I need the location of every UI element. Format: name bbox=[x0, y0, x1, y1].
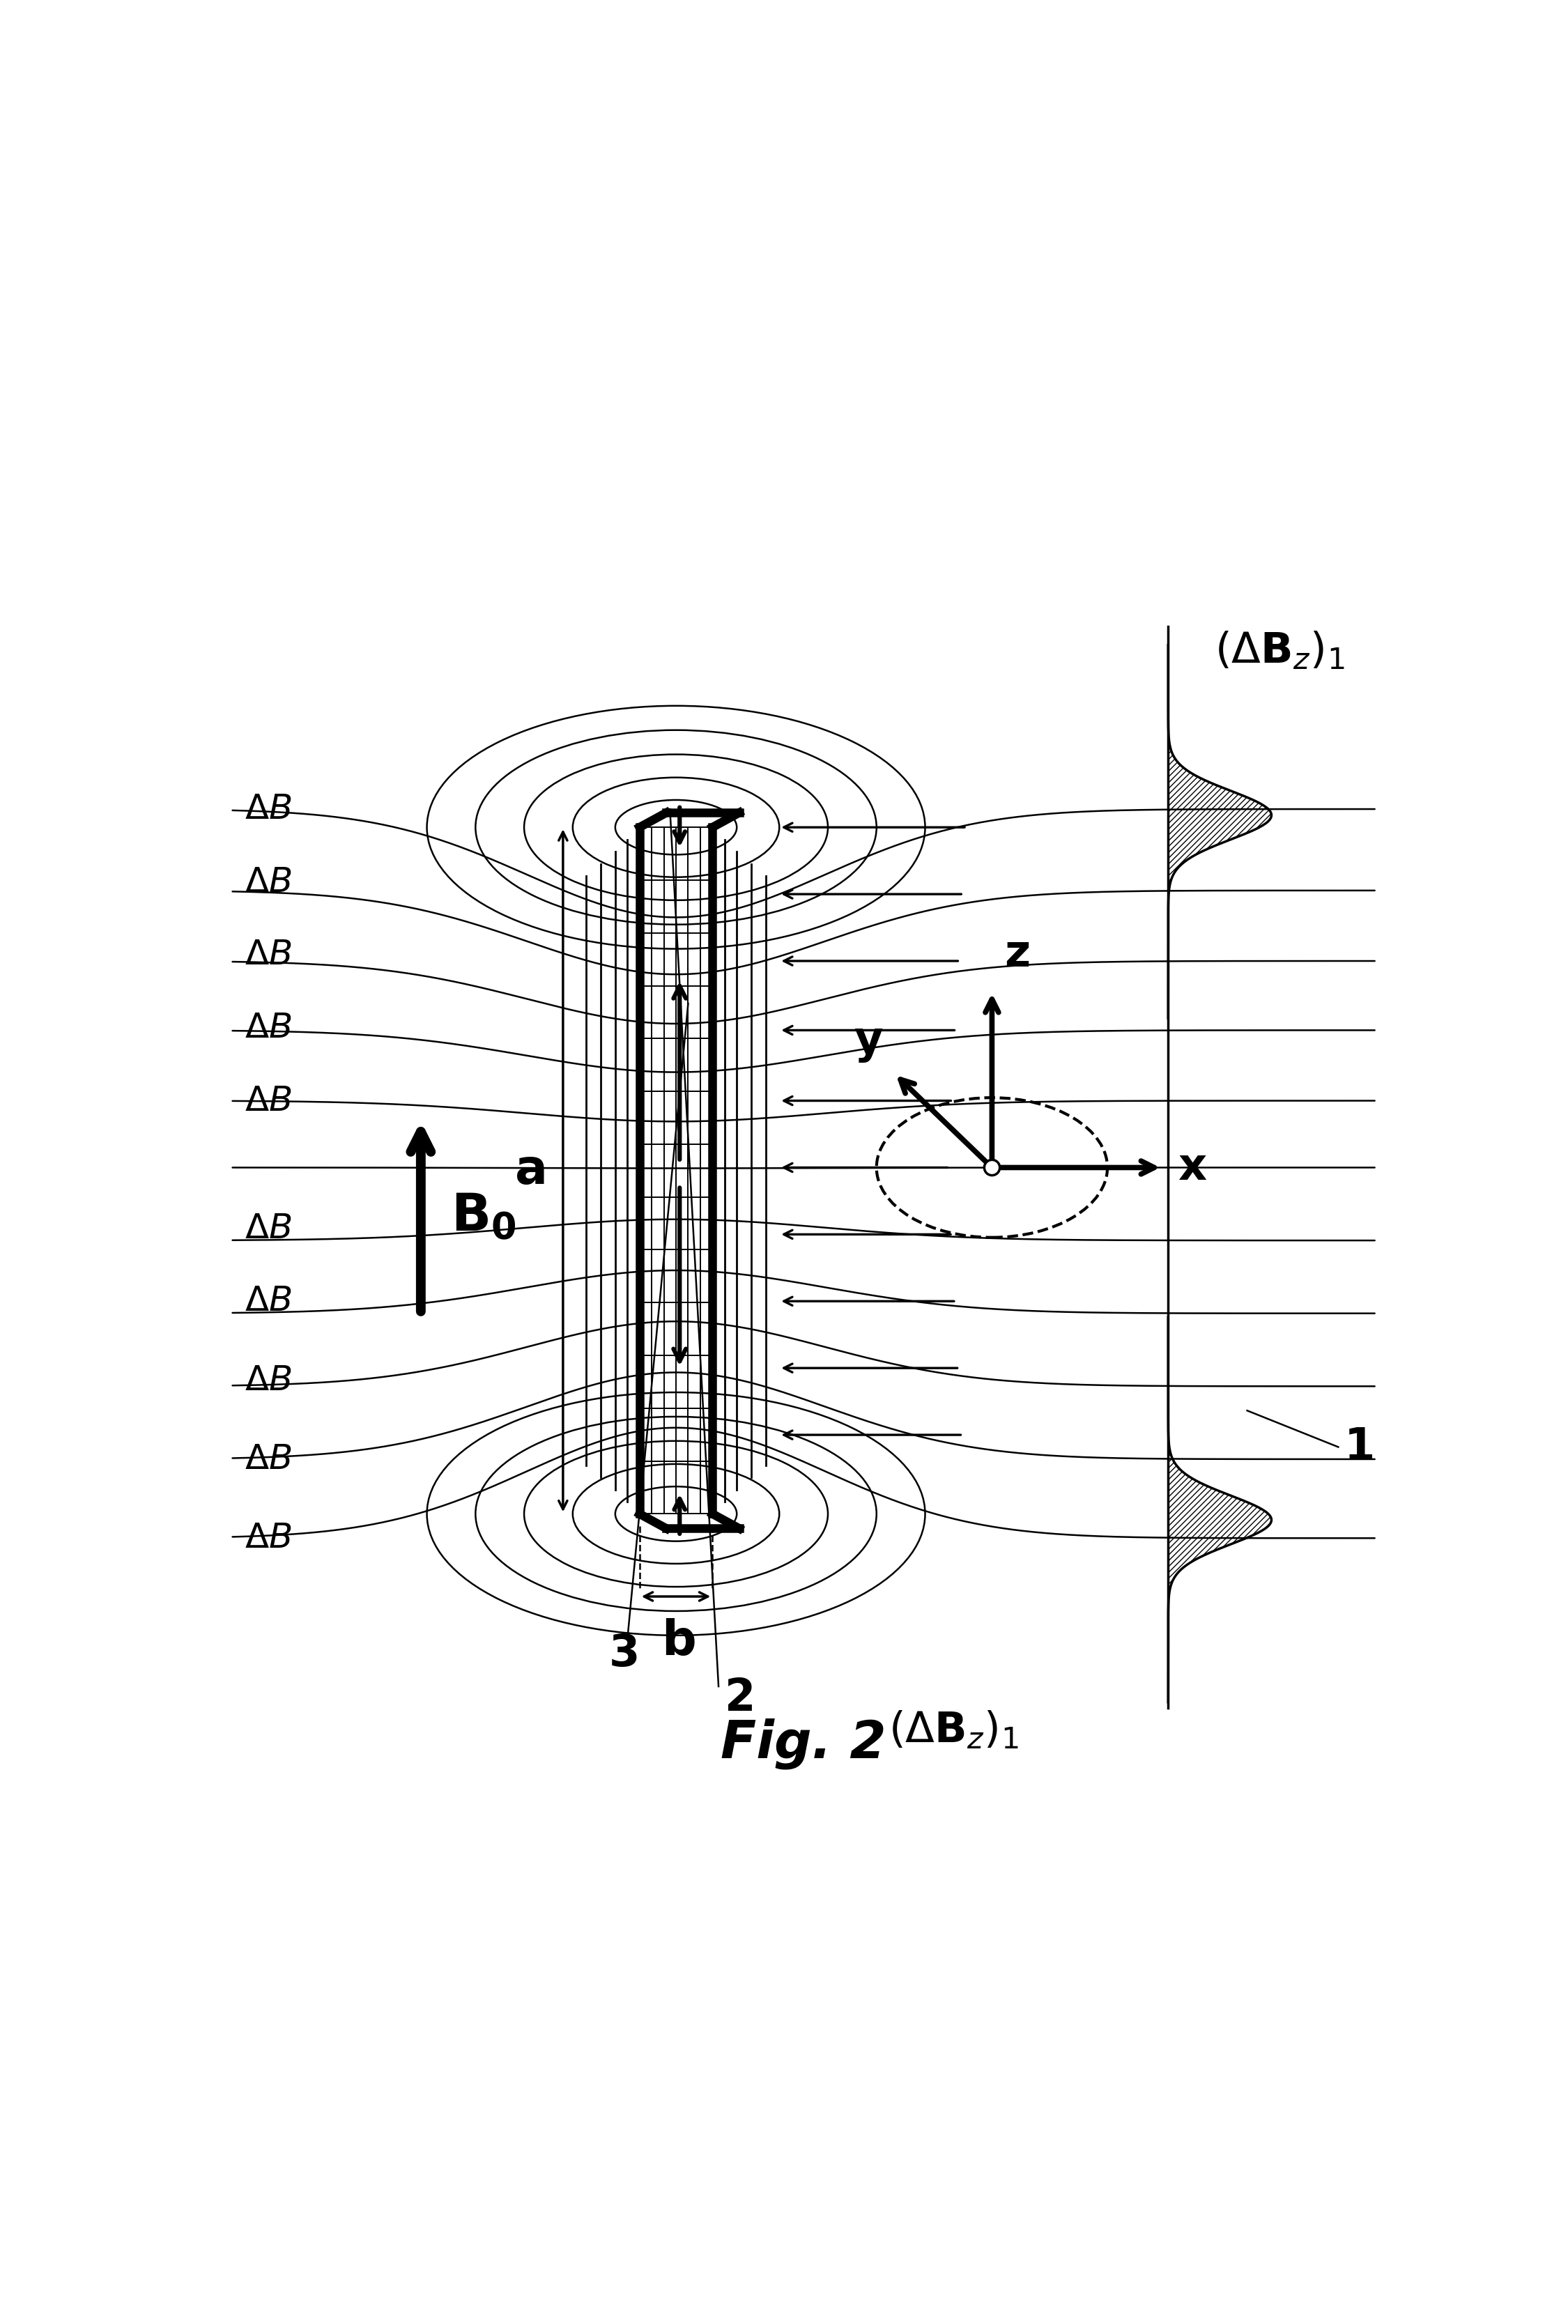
Text: $\Delta B$: $\Delta B$ bbox=[245, 1211, 292, 1246]
Text: $\Delta B$: $\Delta B$ bbox=[245, 792, 292, 825]
Text: x: x bbox=[1178, 1146, 1207, 1190]
Text: $\Delta B$: $\Delta B$ bbox=[245, 1011, 292, 1043]
Text: $\mathbf{B_0}$: $\mathbf{B_0}$ bbox=[452, 1190, 516, 1241]
Text: $\mathbf{a}$: $\mathbf{a}$ bbox=[514, 1148, 544, 1195]
Text: $\Delta B$: $\Delta B$ bbox=[245, 1364, 292, 1397]
Text: $\Delta B$: $\Delta B$ bbox=[245, 1083, 292, 1118]
Text: $\Delta B$: $\Delta B$ bbox=[245, 865, 292, 899]
Text: Fig. 2: Fig. 2 bbox=[721, 1717, 886, 1769]
Text: 1: 1 bbox=[1344, 1425, 1375, 1469]
Text: $\Delta B$: $\Delta B$ bbox=[245, 1522, 292, 1555]
Text: $(\Delta \mathbf{B}_z)_1$: $(\Delta \mathbf{B}_z)_1$ bbox=[889, 1708, 1019, 1750]
Text: z: z bbox=[1004, 932, 1030, 976]
Text: $\mathbf{b}$: $\mathbf{b}$ bbox=[662, 1618, 695, 1664]
Text: y: y bbox=[853, 1020, 883, 1062]
Text: 2: 2 bbox=[724, 1678, 756, 1720]
Text: $\Delta B$: $\Delta B$ bbox=[245, 1443, 292, 1476]
Text: 3: 3 bbox=[608, 1631, 640, 1676]
Text: $\Delta B$: $\Delta B$ bbox=[245, 939, 292, 971]
Text: $(\Delta \mathbf{B}_z)_1$: $(\Delta \mathbf{B}_z)_1$ bbox=[1214, 630, 1344, 672]
Text: $\Delta B$: $\Delta B$ bbox=[245, 1285, 292, 1318]
